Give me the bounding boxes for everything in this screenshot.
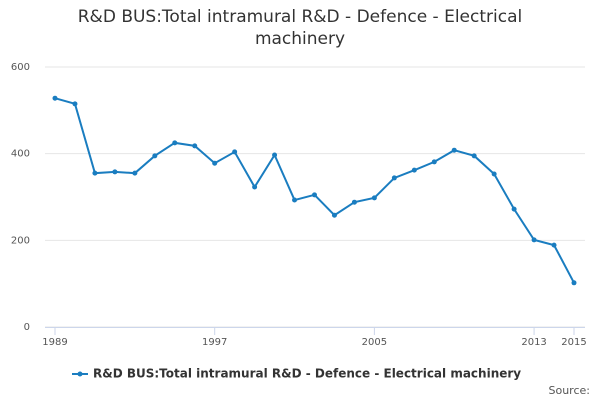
- point: [272, 152, 278, 158]
- point: [192, 143, 198, 149]
- point: [152, 153, 158, 159]
- point: [531, 237, 537, 243]
- x-tick-label: 2005: [362, 337, 387, 348]
- x-tick-label: 2013: [521, 337, 546, 348]
- y-tick-label: 0: [24, 322, 30, 333]
- point: [92, 170, 98, 176]
- y-tick-label: 600: [11, 62, 30, 73]
- point: [351, 199, 357, 205]
- y-tick-label: 400: [11, 149, 30, 160]
- point: [232, 149, 238, 155]
- point: [451, 147, 457, 153]
- legend-label: R&D BUS:Total intramural R&D - Defence -…: [93, 367, 521, 381]
- source: Source:: [549, 384, 591, 397]
- point: [172, 140, 178, 146]
- point: [511, 206, 517, 212]
- y-tick-label: 200: [11, 235, 30, 246]
- x-tick-label: 2015: [561, 337, 586, 348]
- line: [54, 97, 575, 284]
- point: [72, 101, 78, 107]
- point: [471, 153, 477, 159]
- point: [431, 159, 437, 165]
- x-tick-label: 1997: [202, 337, 227, 348]
- legend-symbol: [77, 371, 83, 377]
- point: [571, 280, 577, 286]
- point: [391, 175, 397, 181]
- point: [132, 170, 138, 176]
- point: [331, 212, 337, 218]
- point: [312, 192, 317, 198]
- point: [411, 167, 417, 173]
- point: [212, 160, 218, 166]
- point: [52, 95, 58, 101]
- point: [112, 169, 118, 175]
- point: [491, 171, 497, 177]
- chart-title: R&D BUS:Total intramural R&D - Defence -…: [77, 7, 523, 49]
- point: [371, 195, 377, 201]
- point: [292, 197, 298, 203]
- point: [252, 184, 258, 190]
- x-tick-label: 1989: [42, 337, 67, 348]
- point: [551, 242, 557, 248]
